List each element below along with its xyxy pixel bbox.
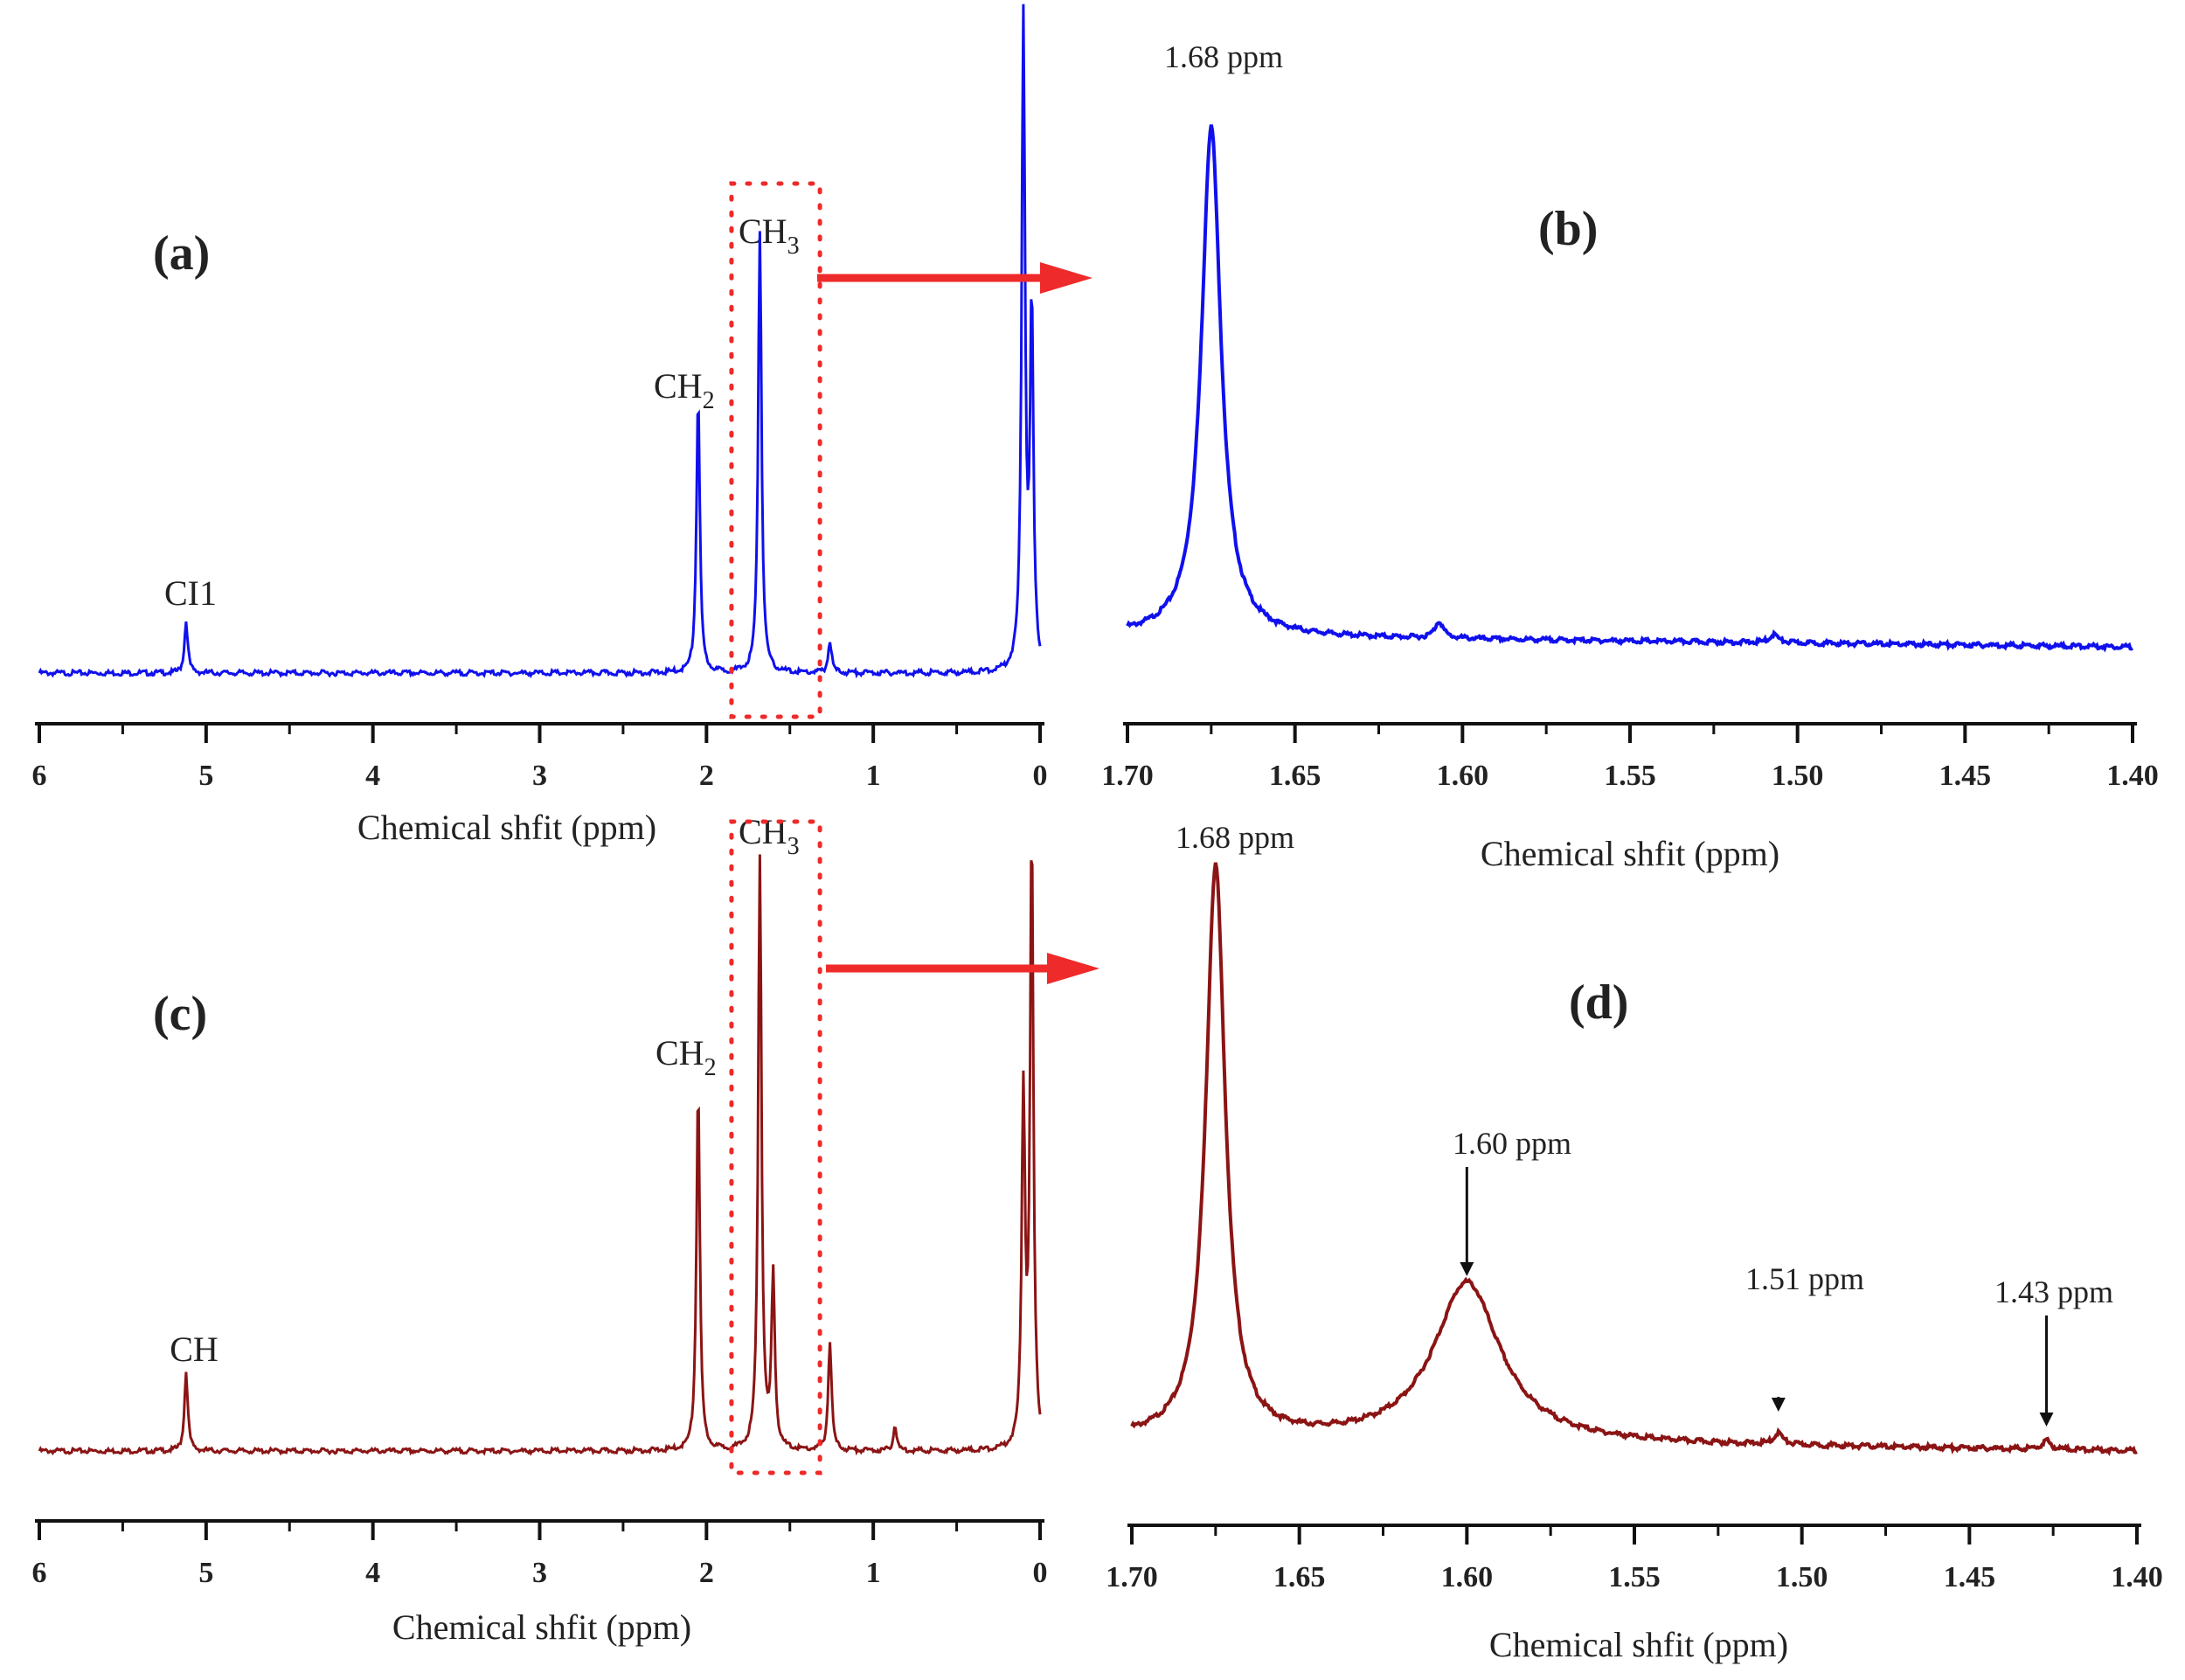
x-tick-label-d-0: 1.70 [1106, 1561, 1158, 1593]
x-tick-label-d-6: 1.40 [2111, 1561, 2163, 1593]
x-tick-label-b-5: 1.45 [1939, 760, 1992, 792]
ppm-label-d-151: 1.51 ppm [1745, 1261, 1864, 1296]
zoom-arrow-c-to-d-head [1047, 953, 1099, 984]
x-tick-label-b-6: 1.40 [2106, 760, 2159, 792]
x-tick-label-d-2: 1.60 [1441, 1561, 1494, 1593]
svg-text:CH3: CH3 [739, 812, 800, 860]
svg-text:CH3: CH3 [739, 212, 800, 260]
panel-label-c: (c) [153, 987, 207, 1041]
peak-label-ch3-c: CH3 [739, 812, 800, 860]
spectrum-line-b [1126, 124, 2133, 653]
ppm-label-d-160: 1.60 ppm [1453, 1126, 1571, 1161]
zoom-arrow-a-to-b-head [1040, 262, 1092, 294]
x-tick-label-c-0: 6 [32, 1557, 47, 1589]
chart-dynamic-layer: 6 5 4 3 2 1 0 1.70 1.65 1.60 1.55 1.50 1.45 1.40 6 5 4 3 2… [32, 3, 2163, 1593]
x-tick-label-d-1: 1.65 [1273, 1561, 1326, 1593]
peak-label-ch-a: CI1 [164, 573, 217, 613]
x-tick-label-b-3: 1.55 [1604, 760, 1656, 792]
peak-label-ch3-a: CH3 [739, 212, 800, 260]
svg-text:CH2: CH2 [654, 366, 715, 414]
x-tick-label-a-3: 3 [532, 760, 547, 792]
peak-label-ch2-a: CH2 [654, 366, 715, 414]
x-axis-title-d: Chemical shfit (ppm) [1489, 1625, 1788, 1664]
peak-label-ch-c: CH [170, 1329, 218, 1369]
x-tick-label-a-0: 6 [32, 760, 47, 792]
x-axis-title-a: Chemical shfit (ppm) [357, 808, 656, 847]
ppm-label-d-143: 1.43 ppm [1994, 1274, 2113, 1309]
x-axis-title-c: Chemical shfit (ppm) [392, 1607, 691, 1647]
panel-label-b: (b) [1538, 202, 1598, 256]
x-axis-title-b: Chemical shfit (ppm) [1481, 834, 1779, 873]
x-tick-label-b-4: 1.50 [1772, 760, 1824, 792]
x-tick-label-c-4: 2 [699, 1557, 714, 1589]
x-tick-label-c-5: 1 [866, 1557, 881, 1589]
spectrum-line-c [38, 854, 1042, 1456]
spectrum-line-d [1130, 862, 2138, 1456]
x-tick-label-d-4: 1.50 [1776, 1561, 1828, 1593]
pointer-arrow-160-head [1460, 1262, 1474, 1276]
svg-text:CH2: CH2 [656, 1033, 717, 1081]
panel-label-d: (d) [1569, 975, 1628, 1030]
x-tick-label-d-3: 1.55 [1608, 1561, 1661, 1593]
x-tick-label-a-6: 0 [1033, 760, 1048, 792]
x-tick-label-b-1: 1.65 [1269, 760, 1321, 792]
x-tick-label-c-1: 5 [198, 1557, 213, 1589]
highlight-box-a [729, 181, 822, 719]
x-tick-label-a-2: 4 [365, 760, 380, 792]
x-tick-label-c-3: 3 [532, 1557, 547, 1589]
panel-label-a: (a) [153, 226, 210, 281]
x-tick-label-a-5: 1 [866, 760, 881, 792]
peak-label-ch2-c: CH2 [656, 1033, 717, 1081]
x-tick-label-a-1: 5 [198, 760, 213, 792]
x-tick-label-b-0: 1.70 [1101, 760, 1154, 792]
x-tick-label-c-2: 4 [365, 1557, 380, 1589]
ppm-label-b-168: 1.68 ppm [1164, 39, 1283, 74]
spectrum-line-a [38, 3, 1042, 679]
x-tick-label-b-2: 1.60 [1437, 760, 1489, 792]
x-tick-label-a-4: 2 [699, 760, 714, 792]
pointer-arrow-143-head [2039, 1413, 2054, 1427]
x-tick-label-d-5: 1.45 [1944, 1561, 1996, 1593]
pointer-arrow-151-head [1771, 1398, 1786, 1412]
ppm-label-d-168: 1.68 ppm [1176, 820, 1294, 855]
x-tick-label-c-6: 0 [1033, 1557, 1048, 1589]
